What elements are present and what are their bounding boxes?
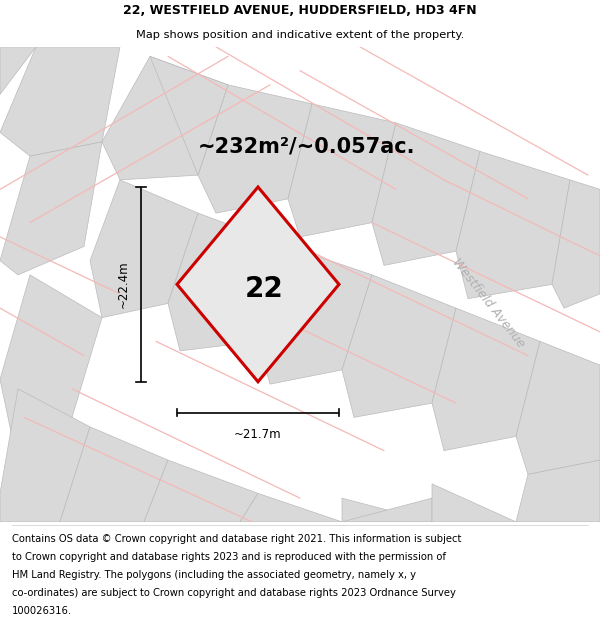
Text: co-ordinates) are subject to Crown copyright and database rights 2023 Ordnance S: co-ordinates) are subject to Crown copyr…: [12, 588, 456, 598]
Polygon shape: [0, 142, 102, 275]
Polygon shape: [102, 56, 228, 180]
Text: Westfield Avenue: Westfield Avenue: [450, 256, 528, 351]
Polygon shape: [552, 180, 600, 308]
Polygon shape: [342, 498, 432, 522]
Text: ~232m²/~0.057ac.: ~232m²/~0.057ac.: [197, 137, 415, 157]
Polygon shape: [60, 427, 168, 522]
Polygon shape: [342, 498, 432, 522]
Polygon shape: [0, 47, 120, 156]
Text: 22, WESTFIELD AVENUE, HUDDERSFIELD, HD3 4FN: 22, WESTFIELD AVENUE, HUDDERSFIELD, HD3 …: [123, 4, 477, 17]
Polygon shape: [432, 308, 540, 451]
Text: HM Land Registry. The polygons (including the associated geometry, namely x, y: HM Land Registry. The polygons (includin…: [12, 571, 416, 581]
Polygon shape: [198, 85, 312, 213]
Text: Contains OS data © Crown copyright and database right 2021. This information is : Contains OS data © Crown copyright and d…: [12, 534, 461, 544]
Polygon shape: [150, 56, 228, 175]
Text: ~22.4m: ~22.4m: [116, 261, 130, 308]
Polygon shape: [90, 180, 198, 318]
Polygon shape: [0, 47, 36, 94]
Polygon shape: [516, 460, 600, 522]
Polygon shape: [456, 151, 570, 299]
Polygon shape: [144, 460, 258, 522]
Text: ~21.7m: ~21.7m: [234, 428, 282, 441]
Polygon shape: [258, 246, 372, 384]
Polygon shape: [0, 275, 102, 436]
Polygon shape: [0, 389, 90, 522]
Text: to Crown copyright and database rights 2023 and is reproduced with the permissio: to Crown copyright and database rights 2…: [12, 552, 446, 562]
Polygon shape: [372, 123, 480, 266]
Polygon shape: [516, 341, 600, 474]
Text: 22: 22: [245, 275, 283, 303]
Polygon shape: [288, 104, 396, 237]
Polygon shape: [177, 187, 339, 382]
Text: Map shows position and indicative extent of the property.: Map shows position and indicative extent…: [136, 30, 464, 40]
Polygon shape: [240, 493, 342, 522]
Text: 100026316.: 100026316.: [12, 606, 72, 616]
Polygon shape: [342, 275, 456, 418]
Polygon shape: [432, 484, 516, 522]
Polygon shape: [168, 213, 288, 351]
